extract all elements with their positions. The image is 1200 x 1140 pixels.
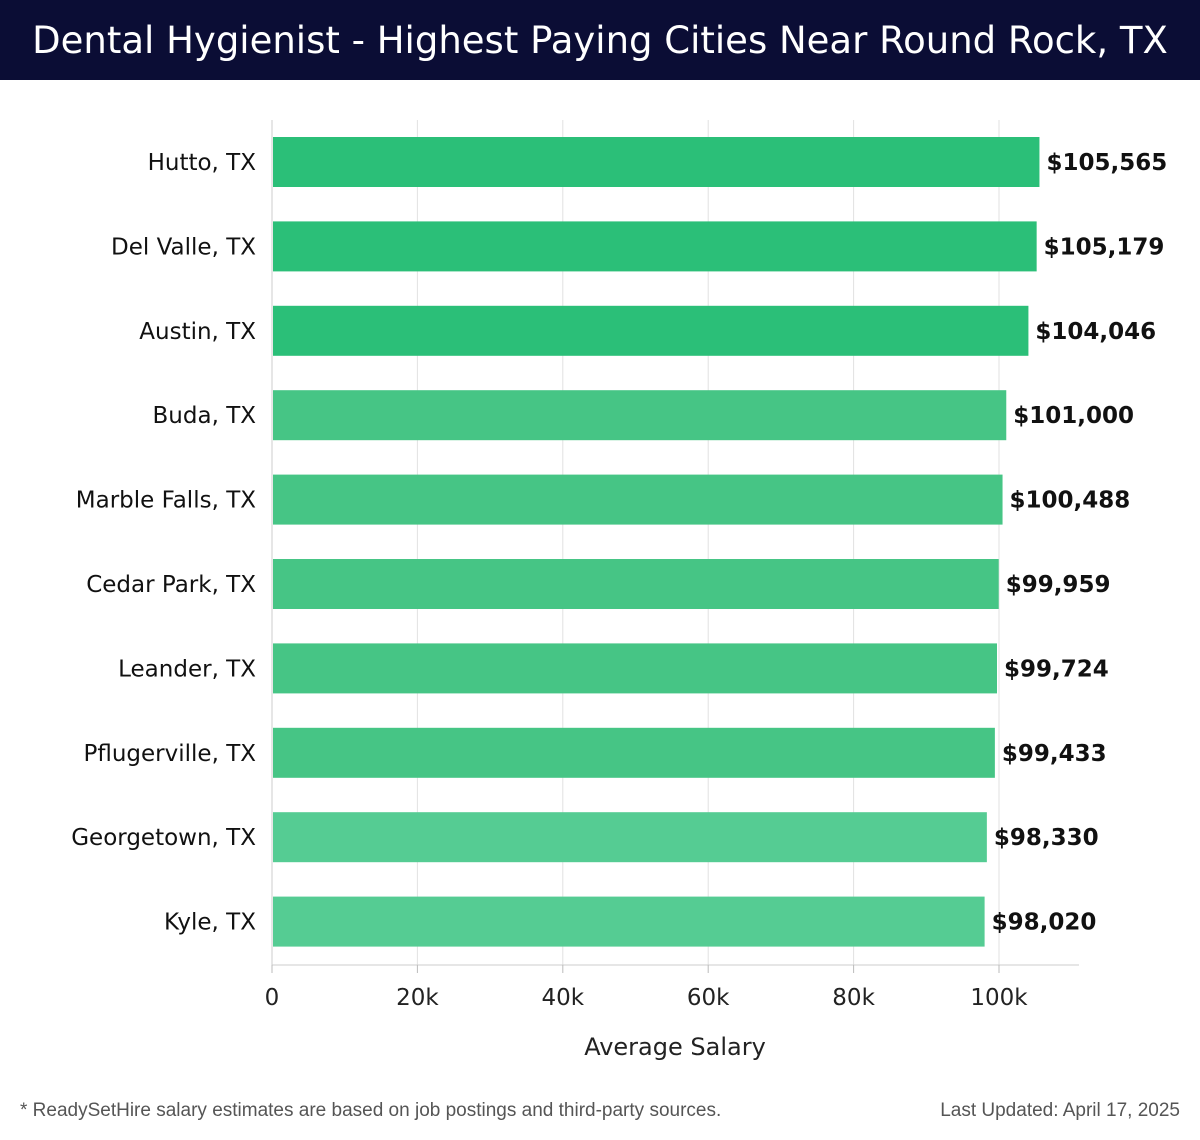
bar <box>273 474 1003 525</box>
value-labels: $105,565 $105,179 $104,046 $101,000 $100,488… <box>992 150 1168 936</box>
bar <box>273 643 997 694</box>
category-label: Hutto, TX <box>148 150 257 176</box>
value-label: $104,046 <box>1035 319 1156 345</box>
bar <box>273 137 1040 187</box>
bar <box>273 812 987 863</box>
value-label: $101,000 <box>1013 403 1134 429</box>
value-label: $98,020 <box>992 910 1097 936</box>
bars <box>273 137 1040 947</box>
value-label: $98,330 <box>994 825 1099 851</box>
value-label: $100,488 <box>1010 488 1131 514</box>
value-label: $105,179 <box>1044 234 1165 260</box>
category-label: Kyle, TX <box>164 910 256 936</box>
footer-note: * ReadySetHire salary estimates are base… <box>20 1100 722 1121</box>
category-label: Buda, TX <box>153 403 257 429</box>
tick-label: 60k <box>687 985 730 1011</box>
value-label: $99,433 <box>1002 741 1107 767</box>
tick-label: 0 <box>265 985 280 1011</box>
page-title: Dental Hygienist - Highest Paying Cities… <box>32 18 1168 62</box>
tick-label: 40k <box>542 985 585 1011</box>
category-label: Pflugerville, TX <box>84 741 257 767</box>
bar <box>273 896 985 947</box>
bar-chart: Hutto, TX Del Valle, TX Austin, TX Buda, TX… <box>71 120 1168 1061</box>
bar <box>273 390 1007 441</box>
category-label: Cedar Park, TX <box>86 572 256 598</box>
category-label: Georgetown, TX <box>71 825 256 851</box>
category-label: Leander, TX <box>118 656 256 682</box>
value-label: $105,565 <box>1046 150 1167 176</box>
bar <box>273 727 995 778</box>
bar <box>273 305 1029 356</box>
bar <box>273 559 999 609</box>
title-bar: Dental Hygienist - Highest Paying Cities… <box>0 0 1200 80</box>
x-axis-ticks: 0 20k 40k 60k 80k 100k <box>265 965 1028 1011</box>
category-label: Del Valle, TX <box>111 234 256 260</box>
bar <box>273 221 1037 272</box>
value-label: $99,724 <box>1004 656 1109 682</box>
last-updated: Last Updated: April 17, 2025 <box>940 1100 1180 1121</box>
category-labels: Hutto, TX Del Valle, TX Austin, TX Buda, TX… <box>71 150 256 936</box>
tick-label: 20k <box>396 985 439 1011</box>
category-label: Austin, TX <box>139 319 256 345</box>
tick-label: 100k <box>970 985 1028 1011</box>
x-axis-label: Average Salary <box>584 1033 766 1061</box>
tick-label: 80k <box>832 985 875 1011</box>
category-label: Marble Falls, TX <box>76 488 256 514</box>
value-label: $99,959 <box>1006 572 1111 598</box>
